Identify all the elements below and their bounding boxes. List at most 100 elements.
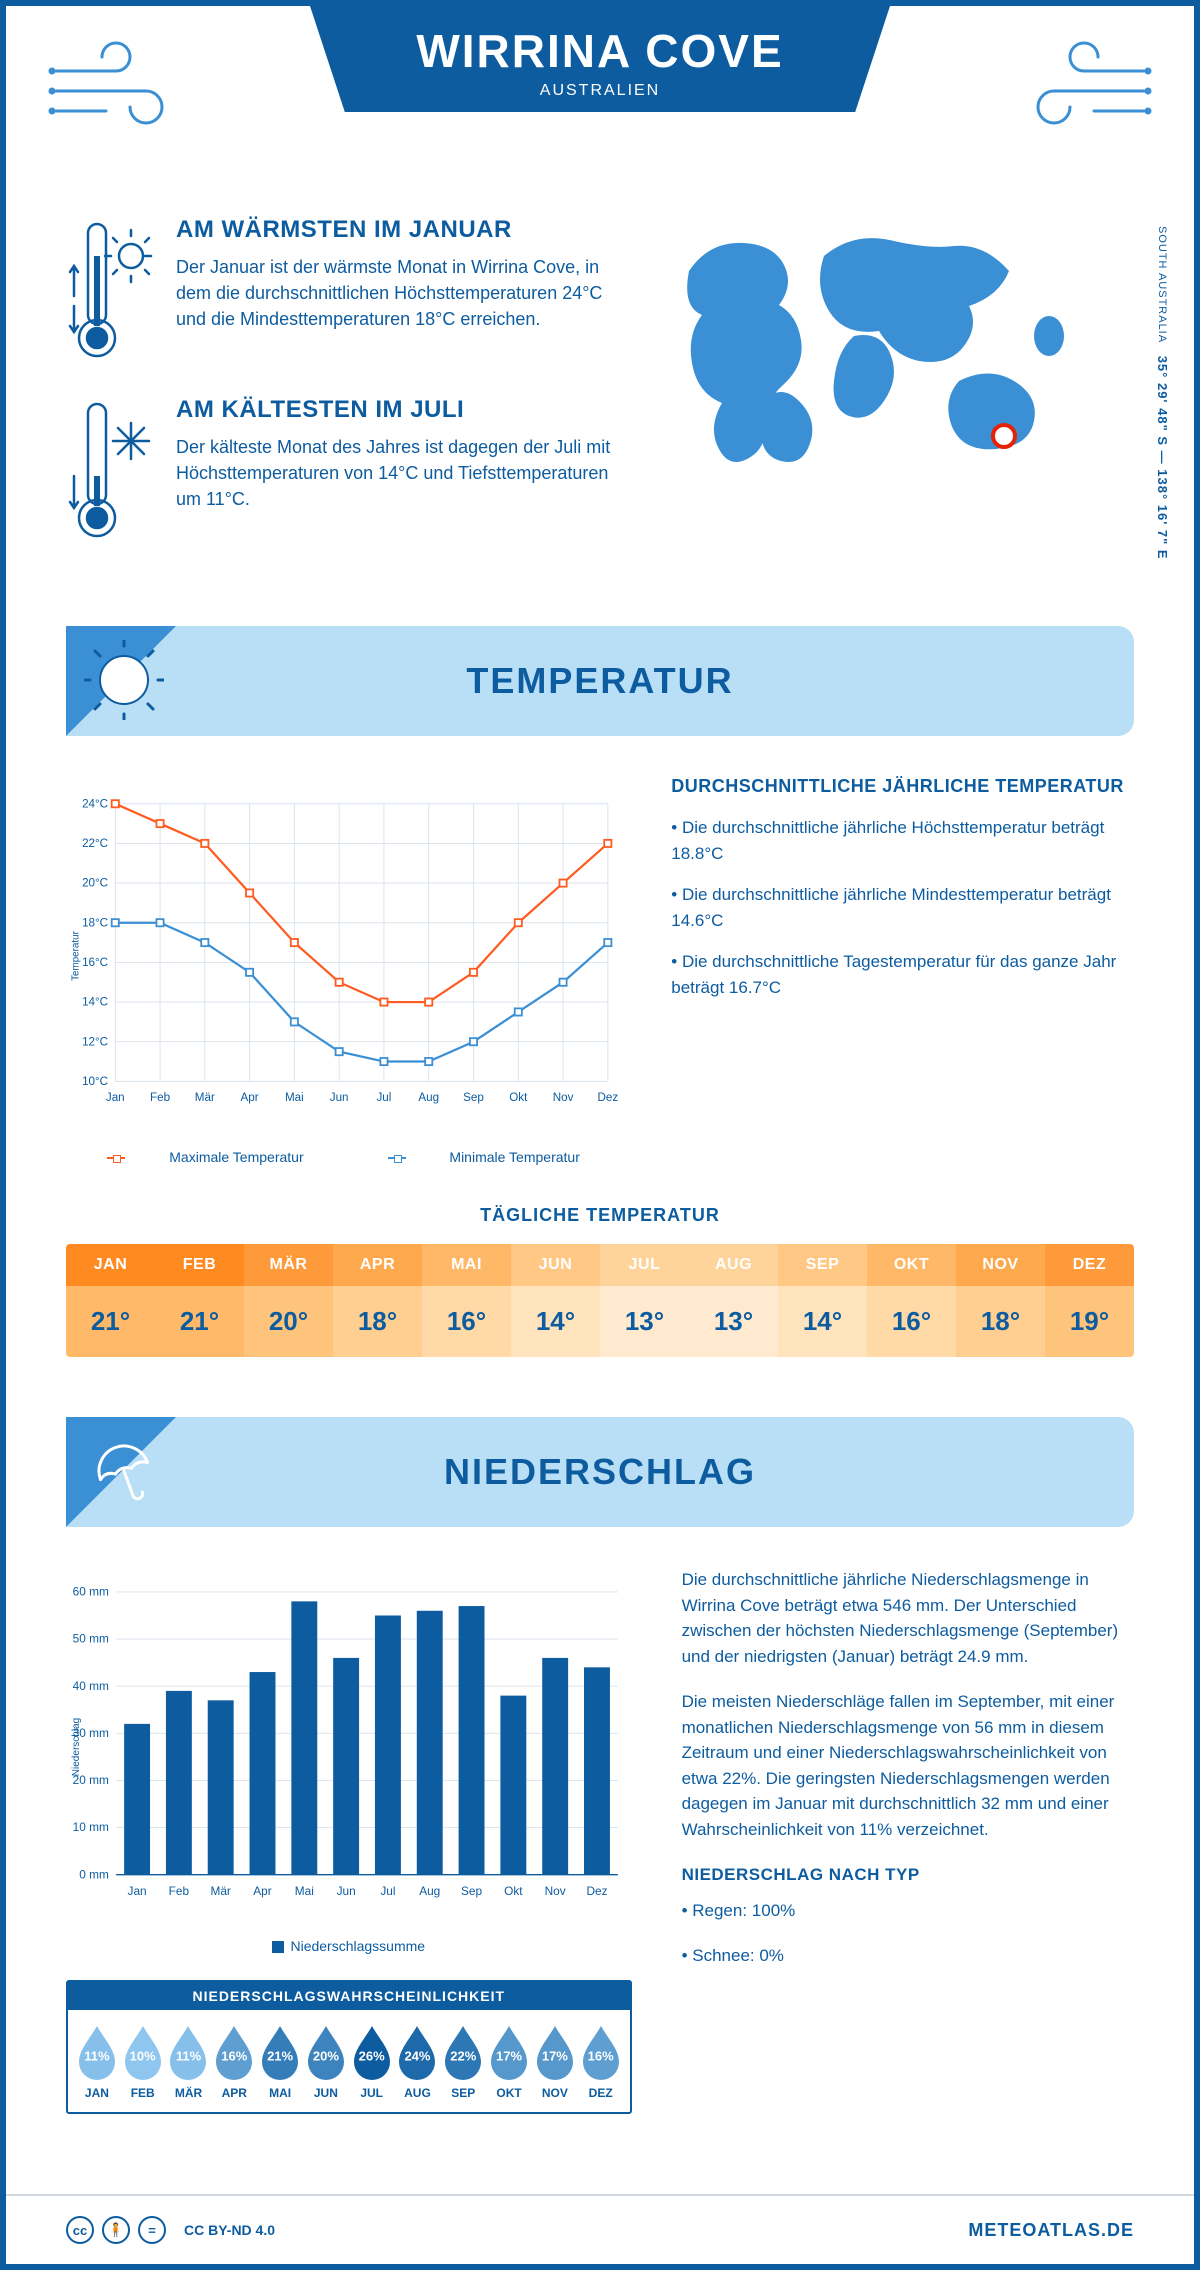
footer: cc 🧍 = CC BY-ND 4.0 METEOATLAS.DE <box>6 2194 1194 2264</box>
svg-text:10 mm: 10 mm <box>73 1820 109 1834</box>
prob-drop: 24%AUG <box>395 2024 441 2100</box>
precipitation-title: NIEDERSCHLAG <box>444 1451 756 1493</box>
svg-text:Dez: Dez <box>597 1091 618 1104</box>
precip-legend: Niederschlagssumme <box>66 1938 632 1954</box>
svg-text:10°C: 10°C <box>82 1075 108 1088</box>
temp-table-col: MAI16° <box>422 1244 511 1357</box>
temp-table-value: 13° <box>600 1286 689 1357</box>
svg-text:Jun: Jun <box>337 1884 356 1898</box>
precip-probability-box: NIEDERSCHLAGSWAHRSCHEINLICHKEIT 11%JAN10… <box>66 1980 632 2114</box>
region-label: SOUTH AUSTRALIA <box>1156 226 1168 343</box>
temp-table-col: APR18° <box>333 1244 422 1357</box>
temp-table-value: 16° <box>867 1286 956 1357</box>
legend-min: Minimale Temperatur <box>449 1149 579 1165</box>
temp-bullet: • Die durchschnittliche jährliche Höchst… <box>671 815 1134 866</box>
coordinates: SOUTH AUSTRALIA 35° 29' 48" S — 138° 16'… <box>1155 226 1170 560</box>
svg-text:18°C: 18°C <box>82 916 108 929</box>
svg-text:Sep: Sep <box>461 1884 482 1898</box>
temp-table-value: 14° <box>511 1286 600 1357</box>
svg-text:Jun: Jun <box>330 1091 349 1104</box>
daily-temp-title: TÄGLICHE TEMPERATUR <box>66 1205 1134 1226</box>
temp-table-value: 13° <box>689 1286 778 1357</box>
warmest-title: AM WÄRMSTEN IM JANUAR <box>176 216 624 244</box>
prob-drop: 16%DEZ <box>578 2024 624 2100</box>
precipitation-chart: 0 mm10 mm20 mm30 mm40 mm50 mm60 mmNieder… <box>66 1567 632 1927</box>
page-frame: WIRRINA COVE AUSTRALIEN <box>0 0 1200 2270</box>
svg-text:22°C: 22°C <box>82 837 108 850</box>
temperature-chart: 10°C12°C14°C16°C18°C20°C22°C24°CJanFebMä… <box>66 776 621 1165</box>
temp-table-col: MÄR20° <box>244 1244 333 1357</box>
location-marker-icon <box>993 425 1015 447</box>
svg-text:Mai: Mai <box>285 1091 304 1104</box>
legend-max: Maximale Temperatur <box>169 1149 303 1165</box>
coords-value: 35° 29' 48" S — 138° 16' 7" E <box>1155 356 1170 560</box>
svg-text:Jan: Jan <box>106 1091 125 1104</box>
location-title: WIRRINA COVE <box>310 24 890 78</box>
svg-text:20°C: 20°C <box>82 877 108 890</box>
country-subtitle: AUSTRALIEN <box>310 82 890 100</box>
svg-text:Jul: Jul <box>376 1091 391 1104</box>
temp-table-month: JAN <box>66 1244 155 1286</box>
precip-legend-label: Niederschlagssumme <box>290 1938 425 1954</box>
svg-text:Feb: Feb <box>169 1884 190 1898</box>
prob-drop: 17%NOV <box>532 2024 578 2100</box>
coldest-title: AM KÄLTESTEN IM JULI <box>176 396 624 424</box>
temp-table-col: JAN21° <box>66 1244 155 1357</box>
license-text: CC BY-ND 4.0 <box>184 2222 275 2238</box>
svg-text:Okt: Okt <box>504 1884 523 1898</box>
temp-bullet: • Die durchschnittliche Tagestemperatur … <box>671 949 1134 1000</box>
temp-table-value: 16° <box>422 1286 511 1357</box>
temp-table-month: NOV <box>956 1244 1045 1286</box>
cc-icon: cc <box>66 2216 94 2244</box>
prob-drop: 11%MÄR <box>166 2024 212 2100</box>
intro-row: AM WÄRMSTEN IM JANUAR Der Januar ist der… <box>66 216 1134 576</box>
temp-table-col: AUG13° <box>689 1244 778 1357</box>
svg-text:Niederschlag: Niederschlag <box>71 1718 82 1776</box>
svg-text:Aug: Aug <box>418 1091 439 1104</box>
wind-icon <box>1014 36 1154 136</box>
temperature-legend: Maximale Temperatur Minimale Temperatur <box>66 1149 621 1165</box>
license-block: cc 🧍 = CC BY-ND 4.0 <box>66 2216 275 2244</box>
precip-type-rain: • Regen: 100% <box>682 1898 1134 1924</box>
prob-drop: 21%MAI <box>257 2024 303 2100</box>
world-map-icon <box>654 216 1094 476</box>
temp-table-month: JUL <box>600 1244 689 1286</box>
svg-text:50 mm: 50 mm <box>73 1632 109 1646</box>
temperature-title: TEMPERATUR <box>466 660 733 702</box>
temp-table-month: SEP <box>778 1244 867 1286</box>
precip-type-snow: • Schnee: 0% <box>682 1943 1134 1969</box>
svg-text:16°C: 16°C <box>82 956 108 969</box>
header: WIRRINA COVE AUSTRALIEN <box>6 6 1194 186</box>
temp-table-col: JUN14° <box>511 1244 600 1357</box>
world-map-block: SOUTH AUSTRALIA 35° 29' 48" S — 138° 16'… <box>654 216 1134 576</box>
temp-table-col: NOV18° <box>956 1244 1045 1357</box>
temp-summary-title: DURCHSCHNITTLICHE JÄHRLICHE TEMPERATUR <box>671 776 1134 797</box>
prob-drop: 22%SEP <box>440 2024 486 2100</box>
svg-text:Nov: Nov <box>553 1091 574 1104</box>
coldest-block: AM KÄLTESTEN IM JULI Der kälteste Monat … <box>66 396 624 546</box>
precip-p1: Die durchschnittliche jährliche Niedersc… <box>682 1567 1134 1669</box>
temp-table-col: SEP14° <box>778 1244 867 1357</box>
precip-p2: Die meisten Niederschläge fallen im Sept… <box>682 1689 1134 1842</box>
prob-drop: 20%JUN <box>303 2024 349 2100</box>
svg-text:Apr: Apr <box>241 1091 259 1104</box>
temp-table-value: 20° <box>244 1286 333 1357</box>
svg-text:Mär: Mär <box>210 1884 230 1898</box>
prob-drop: 11%JAN <box>74 2024 120 2100</box>
temp-table-value: 14° <box>778 1286 867 1357</box>
temp-table-col: FEB21° <box>155 1244 244 1357</box>
temp-table-month: OKT <box>867 1244 956 1286</box>
temp-table-month: APR <box>333 1244 422 1286</box>
svg-text:Okt: Okt <box>509 1091 528 1104</box>
umbrella-icon <box>84 1431 164 1511</box>
temp-table-month: DEZ <box>1045 1244 1134 1286</box>
thermometer-cold-icon <box>66 396 156 546</box>
svg-text:60 mm: 60 mm <box>73 1585 109 1599</box>
temperature-section-header: TEMPERATUR <box>66 626 1134 736</box>
prob-drop: 16%APR <box>211 2024 257 2100</box>
prob-drop: 26%JUL <box>349 2024 395 2100</box>
temp-bullet: • Die durchschnittliche jährliche Mindes… <box>671 882 1134 933</box>
svg-text:Nov: Nov <box>545 1884 566 1898</box>
temp-table-value: 21° <box>155 1286 244 1357</box>
temperature-summary: DURCHSCHNITTLICHE JÄHRLICHE TEMPERATUR •… <box>671 776 1134 1165</box>
